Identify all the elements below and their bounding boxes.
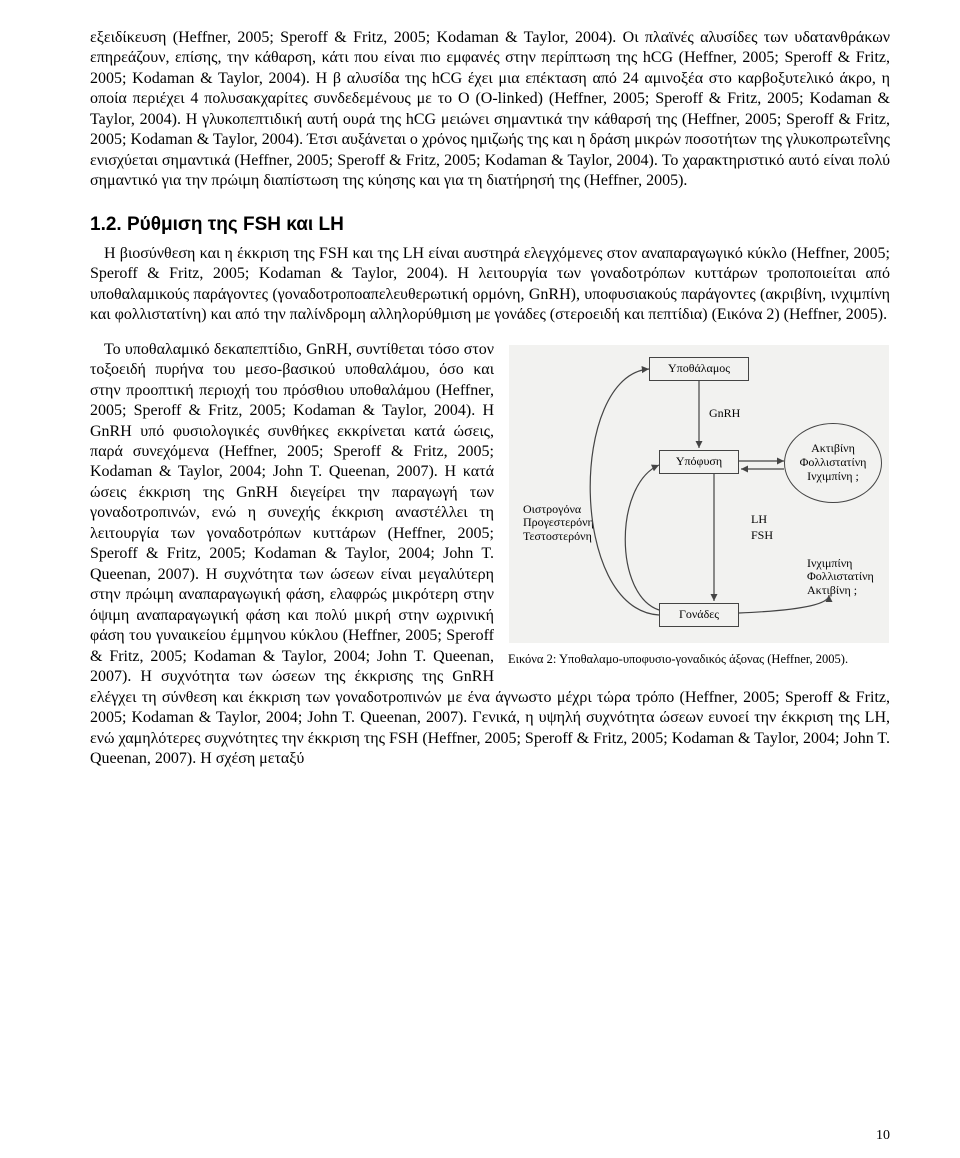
text-with-figure-row: Υποθάλαμος Υπόφυση Γονάδες Ακτιβίνη Φολλ… [90,340,890,784]
figure-2-caption: Εικόνα 2: Υποθαλαμο-υποφυσιο-γοναδικός ά… [508,652,890,668]
label-fsh: FSH [751,529,773,543]
page-number: 10 [876,1128,890,1144]
node-hypothalamus: Υποθάλαμος [649,357,749,381]
paragraph-1: εξειδίκευση (Heffner, 2005; Speroff & Fr… [90,28,890,192]
section-heading: 1.2. Ρύθμιση της FSH και LH [90,214,890,236]
figure-2-diagram: Υποθάλαμος Υπόφυση Γονάδες Ακτιβίνη Φολλ… [508,344,890,644]
node-gonads: Γονάδες [659,603,739,627]
node-local-factors: Ακτιβίνη Φολλιστατίνη Ινχιμπίνη ; [784,423,882,503]
node-pituitary: Υπόφυση [659,450,739,474]
label-steroids: Οιστρογόνα Προγεστερόνη Τεστοστερόνη [523,503,594,544]
figure-2: Υποθάλαμος Υπόφυση Γονάδες Ακτιβίνη Φολλ… [508,344,890,668]
label-gnrh: GnRH [709,407,740,421]
paragraph-2: Η βιοσύνθεση και η έκκριση της FSH και τ… [90,244,890,326]
label-lh: LH [751,513,767,527]
label-right-side: Ινχιμπίνη Φολλιστατίνη Ακτιβίνη ; [807,557,874,598]
page: εξειδίκευση (Heffner, 2005; Speroff & Fr… [0,0,960,1158]
